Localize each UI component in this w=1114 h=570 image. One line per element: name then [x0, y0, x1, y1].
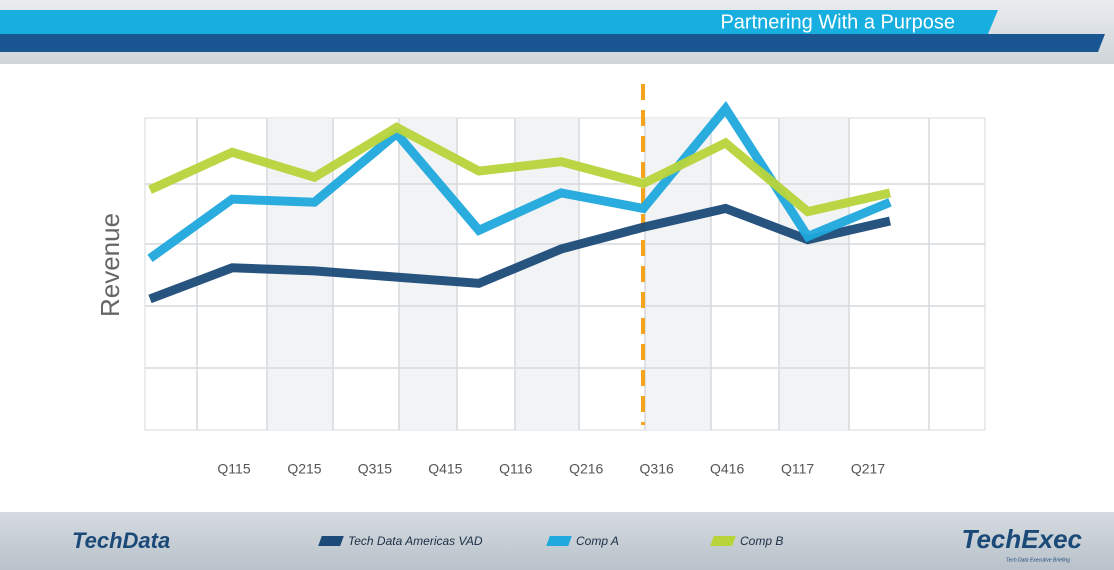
x-tick-label: Q217: [851, 461, 885, 477]
y-axis-label: Revenue: [95, 213, 125, 317]
left-logo: TechData: [72, 528, 170, 553]
x-tick-label: Q315: [358, 461, 392, 477]
x-tick-label: Q316: [640, 461, 674, 477]
header-band-dark: [0, 34, 1105, 52]
header-title: Partnering With a Purpose: [720, 11, 955, 33]
legend-label: Comp A: [576, 534, 619, 548]
plot-area: [144, 84, 986, 431]
series-line: [148, 122, 891, 217]
series-line: [148, 203, 891, 304]
x-tick-label: Q117: [781, 461, 814, 477]
legend-swatch: [546, 536, 572, 546]
x-tick-label: Q415: [428, 461, 462, 477]
right-tagline: Tech Data Executive Briefing: [1006, 557, 1070, 563]
legend-swatch: [318, 536, 344, 546]
x-tick-label: Q115: [217, 461, 250, 477]
legend-label: Tech Data Americas VAD: [348, 534, 483, 548]
legend-label: Comp B: [740, 534, 783, 548]
band: [779, 118, 849, 430]
legend-swatch: [710, 536, 736, 546]
right-logo: TechExec: [962, 524, 1083, 554]
x-tick-label: Q215: [287, 461, 321, 477]
header-band: [0, 10, 998, 34]
x-tick-label: Q216: [569, 461, 603, 477]
x-tick-label: Q416: [710, 461, 744, 477]
x-tick-label: Q116: [499, 461, 532, 477]
